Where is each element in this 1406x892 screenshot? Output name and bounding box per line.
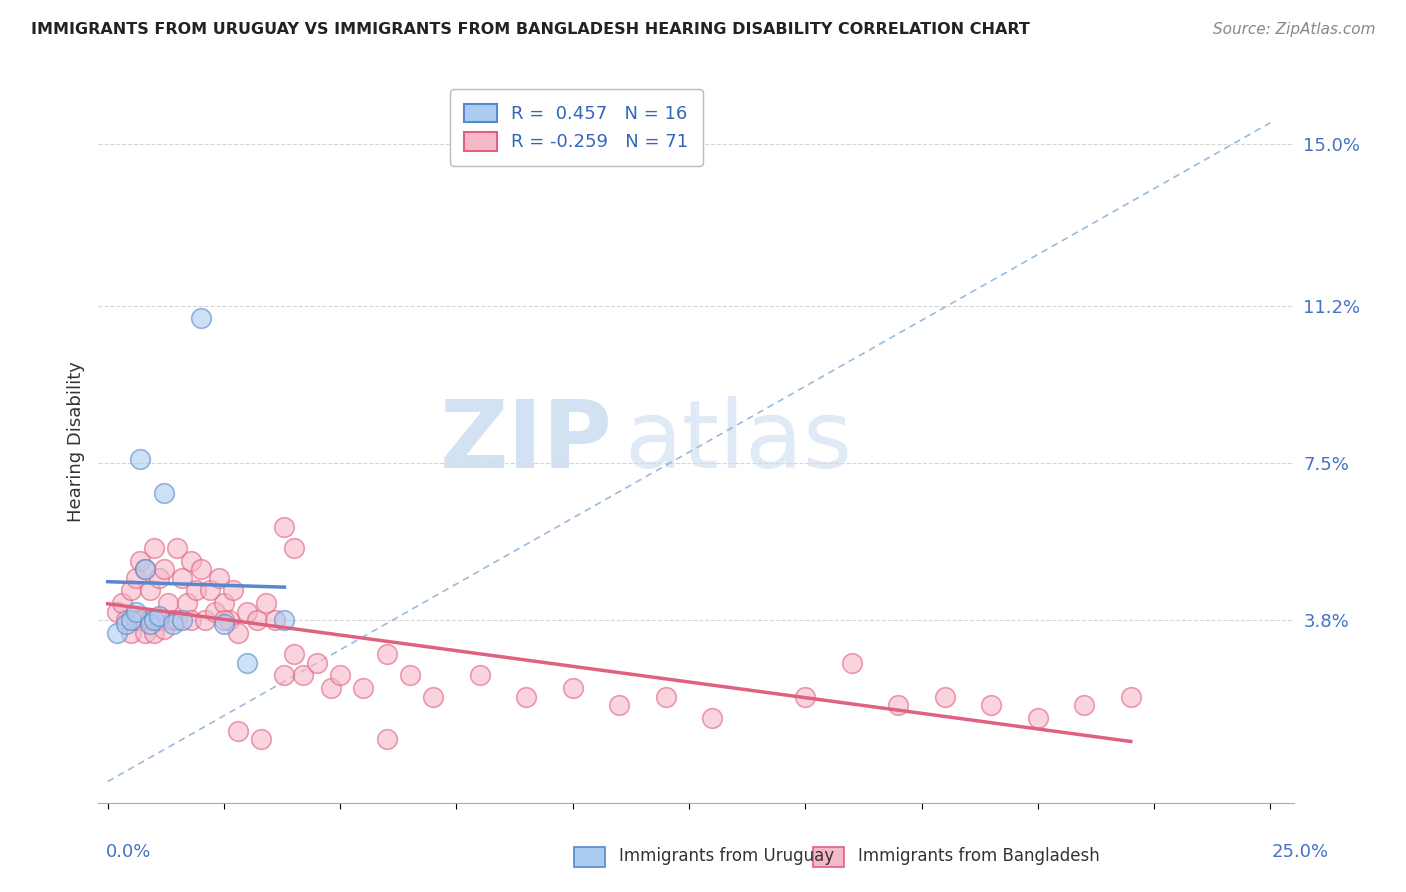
Point — [212, 613, 235, 627]
Point — [353, 681, 375, 695]
Point — [194, 613, 217, 627]
Point — [887, 698, 910, 712]
Text: ZIP: ZIP — [440, 395, 613, 488]
Point — [375, 647, 398, 661]
Point — [157, 596, 180, 610]
Point — [143, 541, 166, 555]
Point — [212, 596, 235, 610]
Point — [162, 617, 184, 632]
Point — [162, 613, 184, 627]
Point — [120, 613, 142, 627]
Point — [283, 541, 305, 555]
Point — [254, 596, 277, 610]
Point — [124, 613, 146, 627]
Y-axis label: Hearing Disability: Hearing Disability — [66, 361, 84, 522]
Point — [180, 553, 202, 567]
Text: Immigrants from Bangladesh: Immigrants from Bangladesh — [858, 847, 1099, 865]
Point — [180, 613, 202, 627]
Point — [375, 732, 398, 747]
Point — [841, 656, 863, 670]
Point — [319, 681, 342, 695]
Point — [212, 617, 235, 632]
Point — [152, 622, 174, 636]
Text: Source: ZipAtlas.com: Source: ZipAtlas.com — [1212, 22, 1375, 37]
Point — [184, 583, 207, 598]
Point — [124, 605, 146, 619]
Point — [422, 690, 444, 704]
Point — [236, 605, 259, 619]
Point — [273, 668, 295, 682]
Text: 0.0%: 0.0% — [105, 843, 150, 861]
Point — [148, 613, 170, 627]
Point — [222, 583, 245, 598]
Point — [198, 583, 221, 598]
Point — [264, 613, 287, 627]
Point — [1073, 698, 1095, 712]
Point — [208, 570, 231, 584]
Point — [172, 613, 194, 627]
Point — [143, 625, 166, 640]
Point — [292, 668, 315, 682]
Point — [111, 596, 134, 610]
Point — [134, 625, 156, 640]
Point — [236, 656, 259, 670]
Point — [120, 625, 142, 640]
Point — [138, 617, 160, 632]
Point — [468, 668, 491, 682]
Point — [134, 562, 156, 576]
Point — [515, 690, 537, 704]
Point — [115, 617, 138, 632]
Point — [148, 608, 170, 623]
Point — [134, 562, 156, 576]
Point — [226, 625, 249, 640]
Point — [129, 613, 152, 627]
Text: 25.0%: 25.0% — [1271, 843, 1329, 861]
Point — [204, 605, 226, 619]
Point — [218, 613, 240, 627]
Point — [115, 613, 138, 627]
Point — [1119, 690, 1142, 704]
Point — [129, 451, 152, 466]
Point — [980, 698, 1002, 712]
Point — [172, 570, 194, 584]
Point — [273, 519, 295, 533]
Point — [305, 656, 328, 670]
Point — [283, 647, 305, 661]
Point — [607, 698, 630, 712]
Point — [245, 613, 267, 627]
Point — [329, 668, 352, 682]
Point — [105, 605, 128, 619]
Point — [399, 668, 422, 682]
Point — [138, 613, 160, 627]
Point — [934, 690, 956, 704]
Legend: R =  0.457   N = 16, R = -0.259   N = 71: R = 0.457 N = 16, R = -0.259 N = 71 — [450, 89, 703, 166]
Point — [152, 485, 174, 500]
Point — [273, 613, 295, 627]
Text: IMMIGRANTS FROM URUGUAY VS IMMIGRANTS FROM BANGLADESH HEARING DISABILITY CORRELA: IMMIGRANTS FROM URUGUAY VS IMMIGRANTS FR… — [31, 22, 1029, 37]
Point — [148, 570, 170, 584]
Point — [176, 596, 198, 610]
Point — [105, 625, 128, 640]
Point — [120, 583, 142, 598]
Point — [561, 681, 583, 695]
Point — [152, 562, 174, 576]
Point — [166, 541, 188, 555]
Text: atlas: atlas — [624, 395, 852, 488]
Point — [124, 570, 146, 584]
Point — [166, 613, 188, 627]
Point — [129, 553, 152, 567]
Point — [226, 723, 249, 738]
Text: Immigrants from Uruguay: Immigrants from Uruguay — [619, 847, 834, 865]
Point — [655, 690, 678, 704]
Point — [702, 711, 724, 725]
Point — [190, 562, 212, 576]
Point — [138, 583, 160, 598]
Point — [1026, 711, 1049, 725]
Point — [794, 690, 817, 704]
Point — [250, 732, 273, 747]
Point — [143, 613, 166, 627]
Point — [190, 311, 212, 326]
